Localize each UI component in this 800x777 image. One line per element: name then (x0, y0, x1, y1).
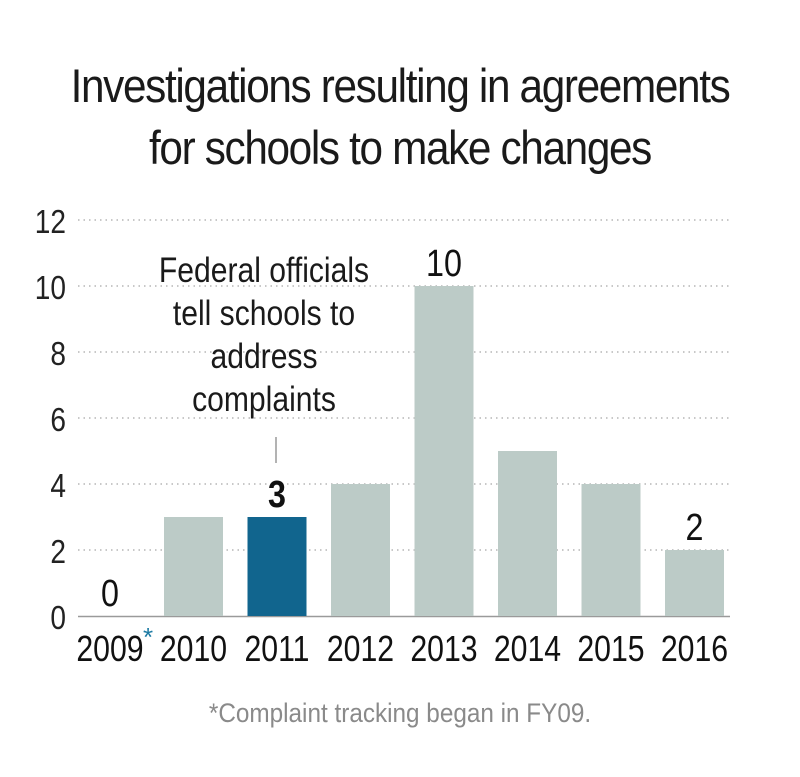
x-tick-label: 2013 (410, 630, 477, 670)
y-tick-label: 12 (35, 204, 66, 241)
bar (665, 550, 724, 616)
bar (164, 517, 223, 616)
data-label: 0 (101, 573, 119, 615)
x-tick-label: 2011 (244, 630, 309, 670)
x-tick-label: 2009 (76, 630, 143, 670)
annotation-line: tell schools to (173, 293, 355, 333)
bar (414, 286, 474, 616)
x-tick-footnote-marker: * (143, 622, 153, 652)
chart-title: Investigations resulting in agreements f… (40, 55, 760, 179)
y-tick-label: 8 (50, 336, 66, 373)
x-tick-label: 2012 (327, 630, 394, 670)
data-label: 10 (426, 243, 462, 285)
footnote: *Complaint tracking began in FY09. (40, 698, 760, 729)
y-tick-label: 2 (50, 534, 66, 571)
bar (331, 484, 390, 616)
data-label: 3 (268, 474, 286, 516)
chart-title-line-1: Investigations resulting in agreements (70, 59, 731, 112)
annotation-line: complaints (192, 379, 336, 419)
annotation-line: address (210, 336, 317, 376)
y-tick-label: 10 (35, 270, 66, 307)
bar (581, 484, 641, 616)
footnote-text: Complaint tracking began in FY09. (218, 698, 592, 728)
data-label: 2 (686, 507, 704, 549)
y-tick-label: 6 (50, 402, 66, 439)
y-tick-label: 4 (50, 468, 66, 505)
x-tick-label: 2010 (160, 630, 227, 670)
bar-highlight (247, 517, 307, 616)
annotation-line: Federal officials (159, 250, 369, 290)
chart-title-line-2: for schools to make changes (148, 121, 652, 174)
bar (498, 451, 557, 616)
x-tick-label: 2014 (494, 630, 561, 670)
footnote-marker: * (208, 698, 219, 728)
x-tick-label: 2016 (661, 630, 728, 670)
y-tick-label: 0 (50, 600, 66, 637)
x-tick-label: 2015 (577, 630, 644, 670)
